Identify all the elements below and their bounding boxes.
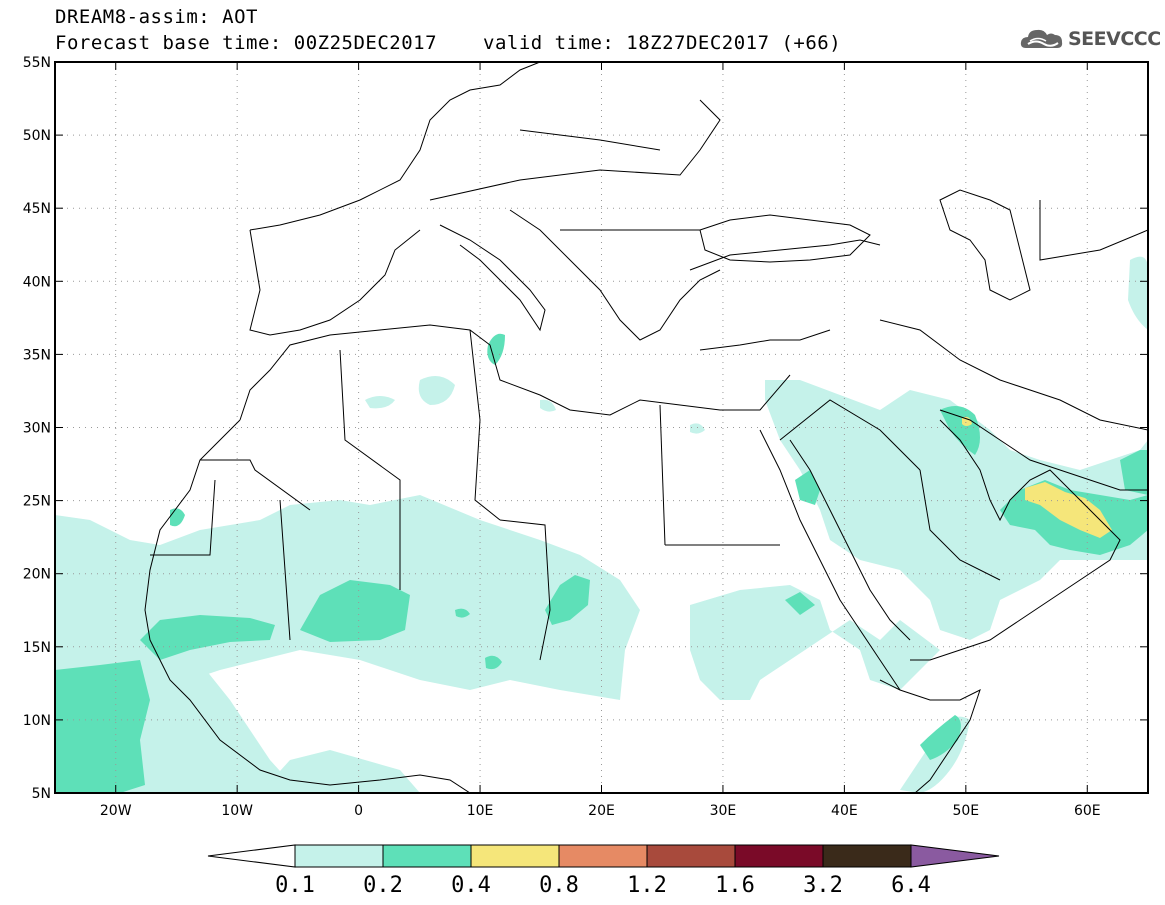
horn-africa bbox=[879, 679, 981, 793]
graticule bbox=[55, 62, 1148, 793]
aot-kuwait-core bbox=[940, 406, 980, 455]
aot-iran-patch bbox=[1128, 256, 1148, 330]
colorbar-bin bbox=[734, 844, 824, 868]
aot-tunisia-core bbox=[487, 333, 505, 365]
turkey-south bbox=[699, 329, 831, 351]
colorbar-over-arrow bbox=[910, 844, 1000, 868]
lon-label: 50E bbox=[952, 803, 979, 819]
aot-colorbar: 0.1 0.2 0.4 0.8 1.2 1.6 3.2 6.4 bbox=[207, 844, 1000, 898]
border-arabia bbox=[779, 399, 1001, 581]
colorbar-label: 1.6 bbox=[715, 873, 755, 898]
aot-libya-patch bbox=[540, 399, 556, 412]
lon-label: 20E bbox=[588, 803, 615, 819]
colorbar-label: 0.4 bbox=[451, 873, 491, 898]
colorbar-label: 0.8 bbox=[539, 873, 579, 898]
longitude-axis: 20W 10W 0 10E 20E 30E 40E 50E 60E bbox=[100, 62, 1101, 819]
aot-coast-patch bbox=[170, 508, 185, 527]
aot-niger-dot bbox=[455, 608, 470, 618]
map-title: DREAM8-assim: AOT bbox=[55, 6, 258, 28]
border-algeria-libya bbox=[469, 329, 501, 521]
lon-label: 60E bbox=[1074, 803, 1101, 819]
colorbar-bin bbox=[646, 844, 736, 868]
lat-label: 45N bbox=[23, 201, 51, 217]
seevccc-logo: SEEVCCC bbox=[1018, 24, 1161, 56]
cloud-logo-icon bbox=[1020, 29, 1063, 48]
iran-coast bbox=[939, 409, 1148, 491]
colorbar-bin bbox=[294, 844, 384, 868]
colorbar-bin bbox=[558, 844, 648, 868]
aot-sudan-band bbox=[690, 585, 940, 700]
aot-gulf-core bbox=[55, 660, 150, 793]
aot-iran-coast-core bbox=[1120, 450, 1148, 495]
west-africa-coast bbox=[144, 419, 471, 793]
aot-sahel-band bbox=[55, 495, 640, 793]
aot-kuwait-max bbox=[962, 416, 972, 426]
aot-mali-core bbox=[300, 580, 410, 642]
italy-coast bbox=[439, 224, 546, 332]
colorbar-label: 6.4 bbox=[891, 873, 931, 898]
colorbar-bin bbox=[470, 844, 560, 868]
border-libya-egypt bbox=[659, 404, 666, 546]
lat-label: 30N bbox=[23, 421, 51, 437]
lon-label: 10E bbox=[467, 803, 494, 819]
aot-nile-patch bbox=[690, 423, 705, 434]
border-iran bbox=[879, 200, 1148, 431]
aot-sahara-patch-1 bbox=[418, 376, 455, 405]
black-sea bbox=[699, 214, 871, 263]
colorbar-bin bbox=[382, 844, 472, 868]
colorbar-label: 0.2 bbox=[363, 873, 403, 898]
europe-coast bbox=[249, 62, 541, 231]
forecast-base-time: Forecast base time: 00Z25DEC2017 bbox=[55, 32, 438, 54]
north-africa-coast bbox=[239, 324, 791, 421]
lat-label: 5N bbox=[32, 786, 51, 802]
valid-time: valid time: 18Z27DEC2017 (+66) bbox=[483, 32, 842, 54]
border-sahel bbox=[279, 349, 780, 661]
colorbar-under-arrow bbox=[207, 844, 296, 868]
lat-label: 10N bbox=[23, 713, 51, 729]
aot-arabia-band bbox=[765, 380, 1148, 640]
border-europe bbox=[429, 99, 721, 231]
aot-field bbox=[55, 256, 1148, 793]
lat-label: 50N bbox=[23, 128, 51, 144]
red-sea-east bbox=[789, 439, 911, 641]
aot-sudan-core bbox=[785, 592, 815, 615]
aot-nigeria-dot bbox=[485, 655, 502, 670]
caspian bbox=[939, 189, 1031, 301]
lon-label: 10W bbox=[221, 803, 253, 819]
colorbar-label: 0.1 bbox=[275, 873, 315, 898]
balkans-coast bbox=[509, 209, 721, 341]
aot-chad-core bbox=[545, 575, 590, 625]
lon-label: 40E bbox=[831, 803, 858, 819]
lon-label: 30E bbox=[710, 803, 737, 819]
lon-label: 20W bbox=[100, 803, 132, 819]
red-sea-west bbox=[759, 429, 901, 691]
aot-gulf-guinea bbox=[260, 750, 420, 793]
lat-label: 15N bbox=[23, 640, 51, 656]
lat-label: 40N bbox=[23, 274, 51, 290]
aot-senegal-core bbox=[140, 615, 275, 660]
latitude-axis: 55N 50N 45N 40N 35N 30N 25N 20N 15N 10N 5N bbox=[23, 55, 1148, 802]
colorbar-label: 3.2 bbox=[803, 873, 843, 898]
aot-redsea-core bbox=[795, 470, 820, 505]
aot-somalia-core bbox=[920, 715, 961, 760]
lat-label: 25N bbox=[23, 494, 51, 510]
logo-text: SEEVCCC bbox=[1068, 28, 1161, 50]
aot-oman-max bbox=[1025, 482, 1112, 538]
lat-label: 20N bbox=[23, 567, 51, 583]
lon-label: 0 bbox=[354, 803, 363, 819]
aot-level-0.4 bbox=[962, 416, 1112, 538]
lat-label: 35N bbox=[23, 347, 51, 363]
arabia-gulf bbox=[910, 419, 1121, 661]
lat-label: 55N bbox=[23, 55, 51, 71]
border-westsahara bbox=[150, 459, 311, 556]
aot-sahara-patch-2 bbox=[365, 396, 395, 409]
colorbar-bin bbox=[822, 844, 912, 868]
colorbar-label: 1.2 bbox=[627, 873, 667, 898]
iberia-coast bbox=[249, 229, 421, 336]
coastlines-borders bbox=[144, 62, 1148, 793]
